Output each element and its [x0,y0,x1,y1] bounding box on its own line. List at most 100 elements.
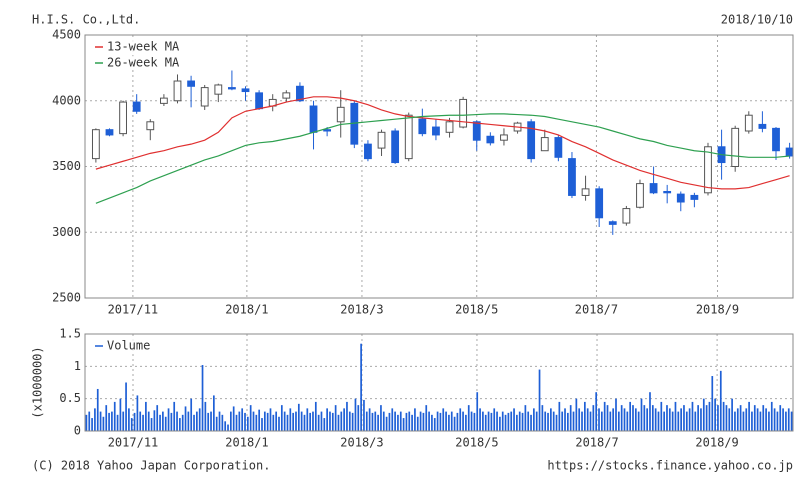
volume-bar [317,414,320,431]
candle-body [731,127,740,168]
y-tick-label: 4000 [52,93,81,107]
candle-body [527,121,536,160]
volume-bar [303,414,306,431]
y-tick-label: 0 [74,424,81,438]
candle-body [132,101,141,112]
ma-line [95,96,790,190]
volume-bar [742,411,745,431]
volume-bar [306,408,309,431]
x-tick-label: 2018/1 [225,436,268,450]
volume-bar [323,418,326,431]
volume-bar [445,411,447,431]
volume-bar [414,408,416,431]
volume-bar [363,399,365,431]
volume-bar [501,411,504,431]
volume-bar [113,401,116,431]
volume-bar [371,412,374,431]
volume-bar [252,411,255,431]
x-tick-label: 2018/3 [340,436,383,450]
volume-bar [343,408,345,431]
candle-body [146,121,155,131]
volume-bar [734,411,736,431]
volume-bar [108,412,110,431]
legend-label: 26-week MA [107,56,180,70]
volume-bar [145,401,147,431]
volume-bar [450,411,453,431]
candle-body [676,193,685,203]
volume-bar [422,412,425,431]
candle-body [159,97,168,104]
x-tick-label: 2018/7 [575,436,618,450]
volume-bar [479,408,481,431]
volume-bar [300,411,303,431]
volume-bar [91,418,93,431]
volume-bar [331,412,334,431]
volume-bar [606,405,609,431]
candle-body [432,126,440,136]
volume-bar [416,416,419,431]
volume-bar [436,411,439,431]
candle-body [608,221,617,225]
volume-bar [207,412,210,431]
candle-body [323,129,332,132]
volume-bar [210,411,212,431]
volume-bar [739,405,742,431]
volume-bar [685,411,688,431]
volume-bar [768,411,770,431]
volume-bar [564,408,566,431]
volume-bar [170,412,173,431]
volume-bar [116,414,119,431]
volume-bar [490,412,493,431]
volume-bar [555,414,558,431]
volume-bar [266,412,269,431]
volume-bar [119,398,122,431]
volume-bar [286,414,289,431]
candle-body [554,137,563,158]
volume-bar [125,382,127,431]
volume-bar [654,408,657,431]
volume-bar [753,405,756,431]
volume-bar [513,408,515,431]
volume-bar [187,411,190,431]
volume-bar [258,409,261,431]
candle-body [255,92,264,110]
volume-bar [122,411,125,431]
volume-bar [394,411,396,431]
volume-bar [538,369,541,431]
candle-body [486,135,495,144]
candle-body [785,147,793,157]
volume-bar [365,411,368,431]
volume-bar [552,411,555,431]
volume-bar [572,411,575,431]
volume-bar [241,408,244,431]
volume-bar [246,416,249,431]
volume-bar [235,414,238,431]
volume-bar [88,411,91,431]
volume-bar [385,416,388,431]
legend-bg [91,339,201,353]
candle-body [173,80,182,102]
volume-bar [666,405,668,431]
volume-bar [640,398,643,431]
volume-bar [609,411,612,431]
volume-bar [147,411,150,431]
volume-bar [295,411,297,431]
volume-bar [470,411,473,431]
volume-bar [391,408,394,431]
volume-bar [705,405,708,431]
volume-bar [99,411,102,431]
volume-bar [541,405,544,431]
volume-bar [629,401,632,431]
y-tick-label: 1.5 [59,327,81,341]
volume-bar [357,405,360,431]
volume-bar [598,408,600,431]
volume-bar [196,411,198,431]
volume-bar [289,408,292,431]
volume-bar [105,405,108,431]
volume-bar [634,408,637,431]
candle-body [105,129,114,136]
volume-bar [354,398,357,431]
volume-bar [694,411,697,431]
volume-bar [162,411,164,431]
